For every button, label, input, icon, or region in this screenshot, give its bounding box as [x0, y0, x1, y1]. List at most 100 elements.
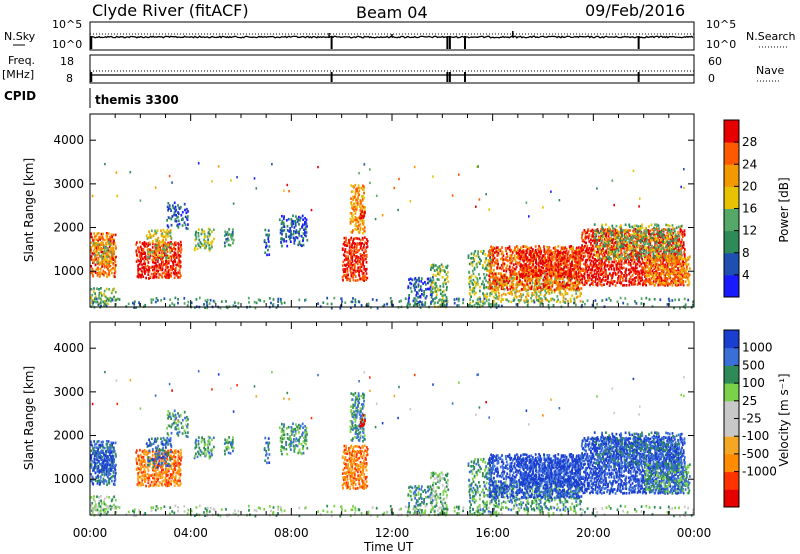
power-cell: [203, 238, 205, 242]
power-cell: [298, 215, 300, 219]
power-cell: [352, 207, 354, 211]
power-cell: [666, 232, 669, 235]
power-cell: [438, 265, 441, 268]
power-cell: [557, 280, 560, 283]
power-cell: [620, 257, 623, 260]
power-cell: [232, 238, 235, 242]
power-cell: [524, 245, 526, 248]
power-cell: [570, 247, 573, 251]
power-cell: [363, 251, 365, 255]
power-cell: [169, 246, 172, 249]
power-cell: [524, 284, 527, 287]
power-cell: [159, 248, 162, 252]
power-cell: [161, 276, 164, 279]
power-cell: [494, 291, 496, 295]
power-cell: [562, 284, 565, 288]
power-cell: [506, 288, 509, 291]
power-cell: [162, 256, 164, 259]
power-cell: [552, 272, 555, 276]
power-cell: [346, 263, 348, 266]
power-cell: [571, 264, 574, 267]
power-cell: [356, 203, 359, 206]
power-cell: [489, 287, 491, 291]
power-cell: [442, 297, 444, 300]
power-cell: [469, 301, 472, 305]
power-cell: [506, 298, 508, 302]
power-cell: [588, 247, 591, 250]
power-cell: [208, 232, 211, 236]
power-cell: [538, 286, 541, 290]
power-cell: [555, 263, 557, 266]
power-cell: [565, 282, 568, 285]
power-cell: [630, 281, 632, 284]
power-cell: [553, 298, 556, 302]
power-cell: [293, 226, 296, 229]
power-cell: [305, 231, 308, 234]
power-cell: [552, 266, 554, 269]
power-cell: [348, 249, 351, 252]
power-cell: [513, 298, 516, 302]
power-cell: [168, 216, 171, 220]
power-cell: [201, 230, 204, 234]
power-cell: [655, 244, 658, 247]
power-cell: [656, 234, 659, 238]
power-cell: [535, 254, 538, 258]
power-cell: [583, 229, 586, 232]
power-cell: [173, 254, 175, 258]
power-cell: [94, 271, 97, 274]
power-cell: [665, 265, 668, 268]
power-cell: [551, 258, 553, 261]
power-cell: [564, 297, 567, 301]
power-cell: [176, 223, 179, 227]
power-cell: [151, 240, 154, 243]
power-cell: [493, 268, 495, 272]
power-cell: [500, 272, 502, 275]
power-cell: [550, 272, 553, 276]
power-cell: [643, 258, 646, 261]
power-cell: [548, 286, 551, 289]
power-cell: [169, 298, 172, 301]
power-cell: [352, 297, 354, 300]
power-cell: [285, 239, 288, 243]
power-cell: [579, 256, 582, 260]
power-cell: [109, 264, 112, 268]
power-cell: [431, 291, 434, 294]
power-cell: [546, 276, 549, 279]
power-cell: [613, 267, 615, 270]
power-cell: [664, 228, 667, 231]
power-cell: [552, 255, 555, 258]
power-cell: [347, 264, 350, 268]
power-cell: [576, 253, 579, 257]
power-cell: [360, 207, 363, 210]
power-cell: [518, 257, 521, 261]
power-cell: [584, 254, 586, 258]
freq-label: Freq.: [8, 54, 35, 67]
power-cell: [304, 231, 306, 234]
power-cell: [649, 229, 652, 233]
power-cell: [167, 243, 170, 246]
power-cell: [526, 277, 529, 280]
power-cell: [360, 216, 363, 220]
power-cell: [587, 254, 590, 258]
power-cell: [100, 260, 103, 263]
power-cell: [510, 273, 512, 276]
power-cell: [584, 244, 586, 248]
power-cell: [362, 223, 365, 226]
power-cell: [177, 249, 180, 252]
power-cell: [94, 256, 96, 259]
power-cell: [482, 280, 484, 283]
power-cell: [158, 256, 161, 259]
power-cell: [110, 268, 113, 271]
power-cell: [657, 259, 659, 262]
power-cell: [97, 241, 99, 244]
power-cell: [350, 212, 353, 215]
power-cell: [672, 277, 674, 281]
power-cell: [539, 286, 542, 289]
power-cell: [415, 294, 418, 297]
power-cell: [585, 241, 587, 245]
power-cell: [588, 233, 591, 236]
power-cell: [519, 268, 522, 271]
power-cell: [604, 278, 607, 282]
power-cell: [440, 292, 442, 296]
power-cell: [458, 297, 460, 301]
